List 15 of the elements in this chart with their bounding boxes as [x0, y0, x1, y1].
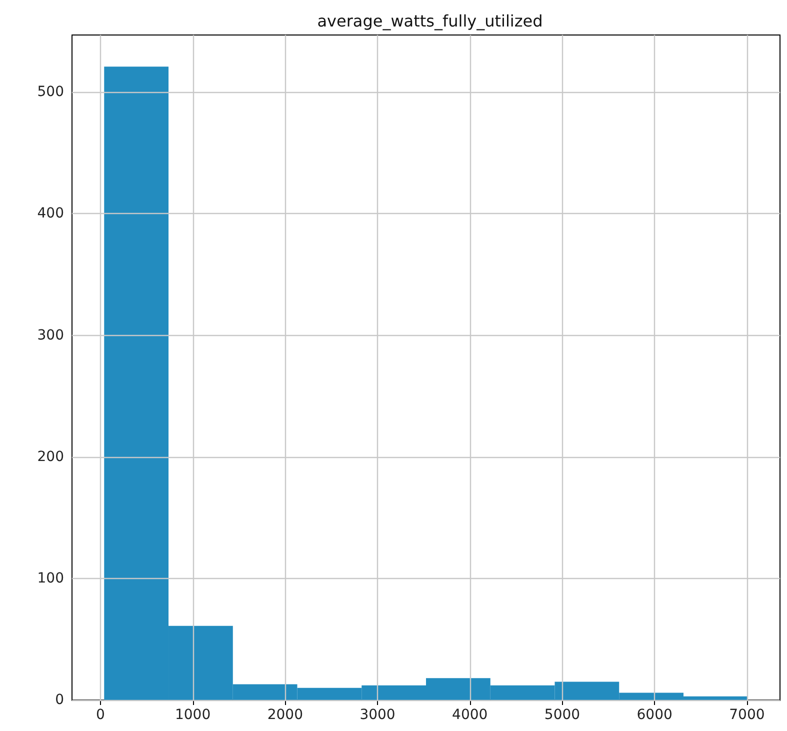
x-tick-label: 4000: [452, 707, 488, 723]
y-tick-label: 300: [37, 327, 64, 344]
x-tick-label: 2000: [267, 707, 303, 723]
y-tick-label: 0: [55, 692, 64, 708]
y-tick-label: 400: [37, 206, 64, 222]
y-tick-label: 100: [37, 570, 64, 586]
y-tick-label: 500: [37, 84, 64, 100]
x-tick-label: 0: [96, 707, 105, 723]
x-tick-label: 5000: [544, 707, 580, 723]
x-tick-label: 1000: [174, 707, 211, 723]
x-tick-label: 7000: [729, 707, 765, 723]
chart-title: average_watts_fully_utilized: [317, 12, 543, 30]
y-tick-label: 200: [37, 448, 64, 465]
x-tick-label: 6000: [636, 707, 672, 723]
x-tick-label: 3000: [360, 707, 396, 723]
